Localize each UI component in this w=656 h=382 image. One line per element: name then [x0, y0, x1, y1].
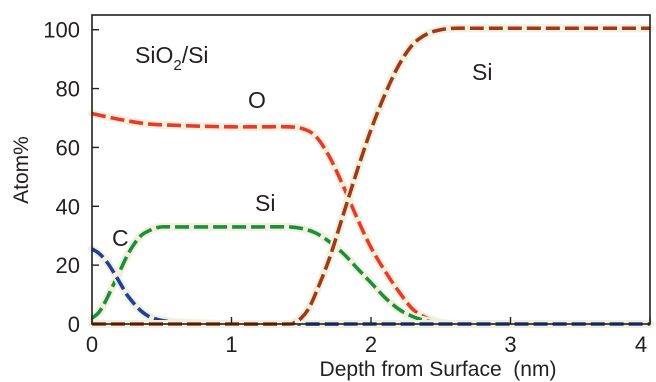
y-tick-label: 80 [56, 77, 80, 102]
silicon-substrate-label: Si [472, 59, 492, 85]
x-tick-label: 2 [365, 332, 377, 357]
y-tick-label: 100 [43, 18, 80, 43]
x-axis-title: Depth from Surface (nm) [320, 358, 557, 381]
sample-label: SiO2/Si [135, 42, 209, 74]
series-line-stroke [90, 224, 650, 326]
x-tick-label: 1 [225, 332, 237, 357]
series-line-stroke [91, 111, 650, 326]
series-line-halo [88, 109, 654, 329]
x-tick-label: 4 [635, 332, 647, 357]
sample-label-tail: /Si [182, 42, 209, 68]
oxygen-series-line [88, 109, 654, 329]
y-tick-label: 20 [56, 253, 80, 278]
carbon-label: C [112, 225, 129, 251]
oxygen-label: O [248, 87, 266, 113]
sample-label-sub: 2 [173, 57, 181, 74]
sample-label-main: SiO [135, 42, 173, 68]
y-tick-label: 0 [68, 312, 80, 337]
y-tick-label: 60 [56, 135, 80, 160]
silicon-oxide-label: Si [255, 190, 275, 216]
x-tick-label: 3 [504, 332, 516, 357]
series-line-stroke [92, 26, 650, 326]
y-axis-title: Atom% [10, 136, 33, 204]
silicon-oxide-series-line [88, 222, 654, 329]
y-tick-label: 40 [56, 194, 80, 219]
x-tick-label: 0 [86, 332, 98, 357]
silicon-substrate-series-line [88, 24, 654, 329]
